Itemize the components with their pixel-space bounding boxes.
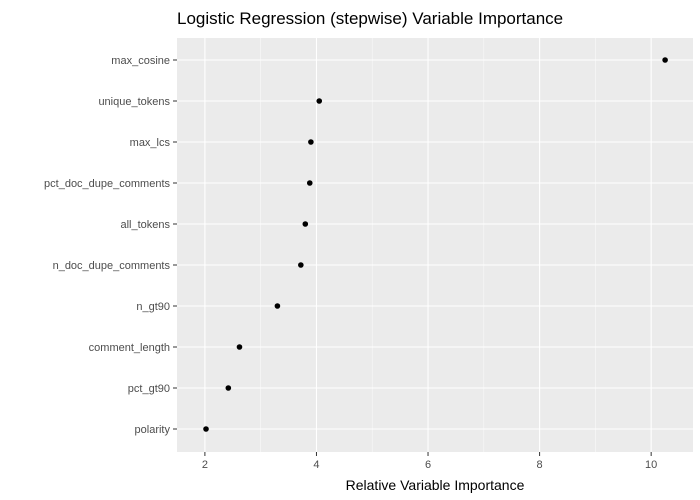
- grid-minor: [260, 38, 596, 452]
- x-tick-label: 4: [313, 459, 319, 471]
- y-tick-label-all-tokens: all_tokens: [120, 219, 170, 231]
- y-tick-label-n-doc-dupe-comments: n_doc_dupe_comments: [53, 260, 171, 272]
- point-max-cosine: [662, 57, 668, 63]
- y-tick-label-max-lcs: max_lcs: [130, 137, 171, 149]
- point-n-doc-dupe-comments: [298, 262, 304, 268]
- point-comment-length: [236, 344, 243, 350]
- x-tick-label: 6: [425, 459, 431, 471]
- x-tick-label: 10: [645, 459, 657, 471]
- x-axis: 2 4 6 8 10: [202, 452, 657, 471]
- x-tick-label: 8: [537, 459, 543, 471]
- y-tick-label-n-gt90: n_gt90: [136, 301, 170, 313]
- point-pct-gt90: [225, 385, 232, 391]
- point-max-lcs: [308, 139, 314, 145]
- point-unique-tokens: [316, 98, 323, 104]
- y-tick-label-pct-doc-dupe-comments: pct_doc_dupe_comments: [44, 178, 170, 190]
- y-axis: max_cosine unique_tokens max_lcs pct_doc_du…: [44, 55, 177, 436]
- y-tick-label-unique-tokens: unique_tokens: [98, 96, 170, 108]
- point-all-tokens: [302, 221, 309, 227]
- point-n-gt90: [274, 303, 281, 309]
- point-pct-doc-dupe-comments: [306, 180, 313, 186]
- y-tick-label-pct-gt90: pct_gt90: [128, 383, 170, 395]
- chart-title: Logistic Regression (stepwise) Variable …: [177, 9, 563, 28]
- y-tick-label-max-cosine: max_cosine: [111, 55, 170, 67]
- x-tick-label: 2: [202, 459, 208, 471]
- plot-panel: [177, 38, 693, 452]
- y-tick-label-comment-length: comment_length: [89, 342, 170, 354]
- grid-major: [177, 38, 693, 452]
- x-axis-title: Relative Variable Importance: [346, 477, 525, 493]
- y-tick-label-polarity: polarity: [135, 424, 171, 436]
- point-polarity: [203, 426, 209, 432]
- data-points: [203, 57, 668, 432]
